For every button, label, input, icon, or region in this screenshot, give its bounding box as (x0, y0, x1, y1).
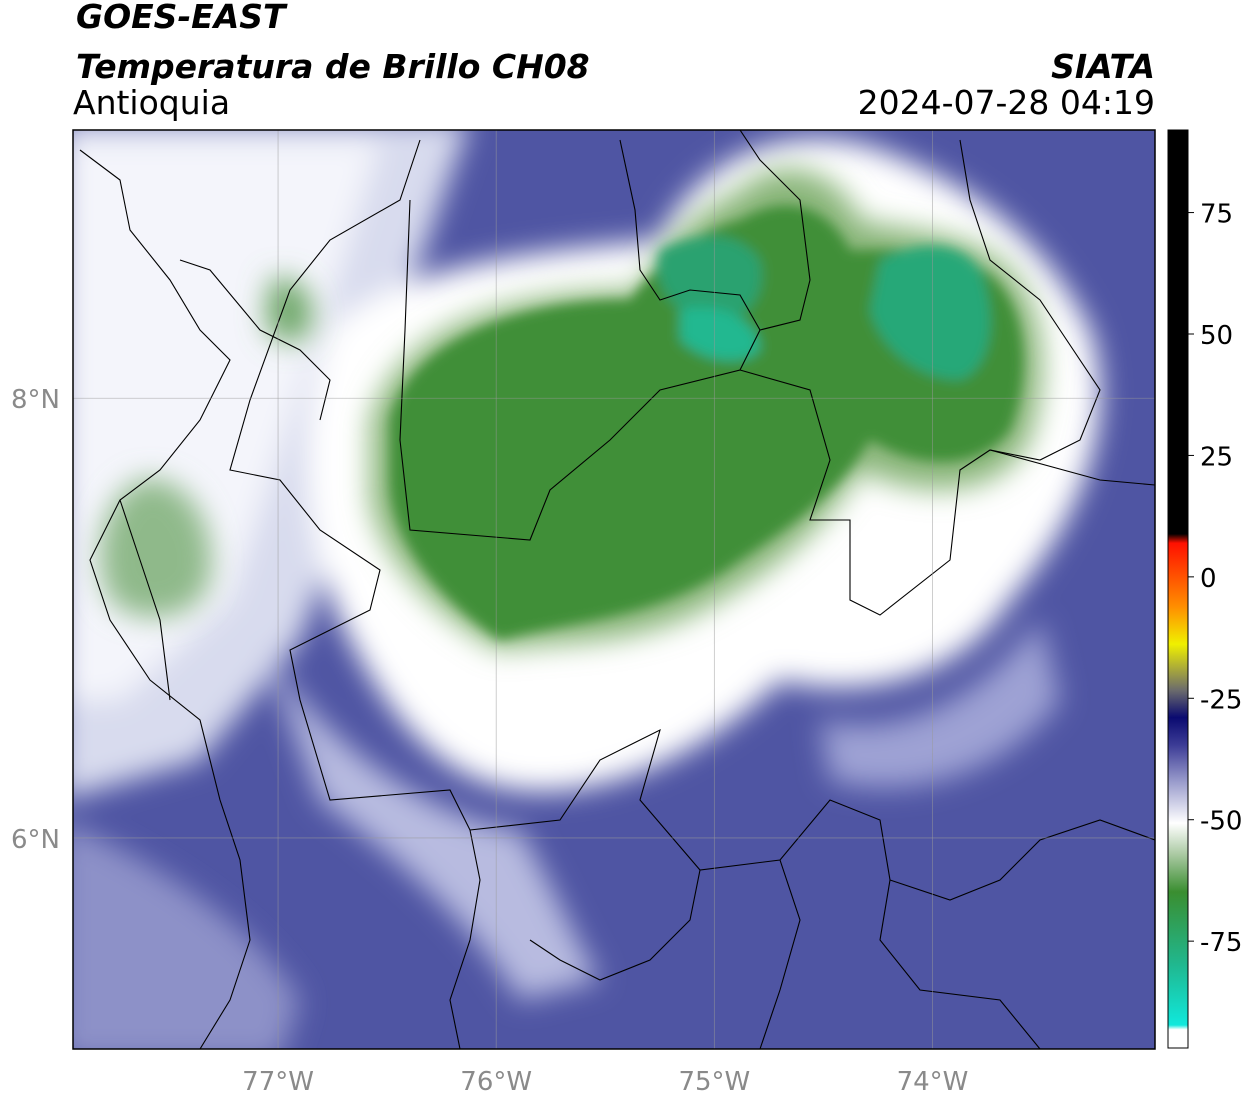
colorbar-tick-label: 0 (1200, 564, 1217, 594)
colorbar-tick-label: 25 (1200, 442, 1233, 472)
colorbar-tick-label: -50 (1200, 807, 1242, 837)
region: Antioquia (73, 83, 230, 122)
map-image (73, 130, 1155, 1049)
x-tick-label: 76°W (460, 1067, 532, 1097)
colorbar-tick-label: -25 (1200, 685, 1242, 715)
colorbar-tick-label: -75 (1200, 928, 1242, 958)
x-tick-label: 75°W (678, 1067, 750, 1097)
source: SIATA (1051, 47, 1155, 86)
title: GOES-EAST (76, 0, 288, 36)
x-tick-label: 77°W (242, 1067, 314, 1097)
colorbar-tick-label: 75 (1200, 200, 1233, 230)
x-tick-label: 74°W (897, 1067, 969, 1097)
grid (73, 130, 1155, 1049)
y-tick-label: 8°N (11, 385, 60, 415)
datetime: 2024-07-28 04:19 (858, 83, 1155, 122)
y-tick-label: 6°N (11, 825, 60, 855)
subtitle: Temperatura de Brillo CH08 (76, 47, 590, 86)
map-frame (72, 129, 1156, 1050)
colorbar (1167, 129, 1189, 1049)
colorbar-tick-label: 50 (1200, 321, 1233, 351)
